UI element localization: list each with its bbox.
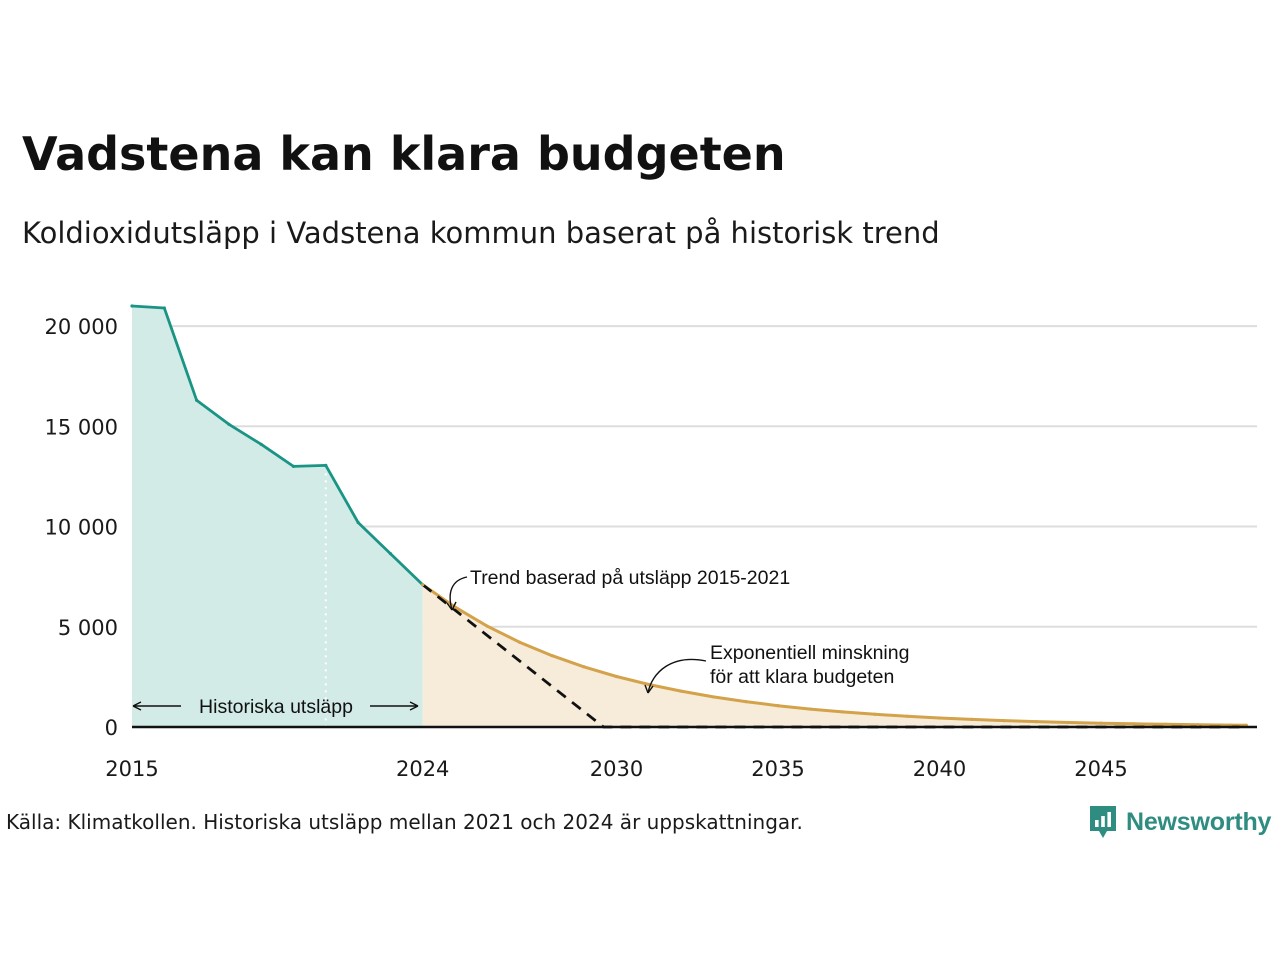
annotation-budget-arrowhead <box>644 684 654 694</box>
budget-point <box>776 704 780 708</box>
annotation-budget-line: för att klara budgeten <box>710 666 894 688</box>
budget-point <box>905 714 909 718</box>
budget-point <box>744 700 748 704</box>
y-tick-label: 10 000 <box>45 516 118 540</box>
budget-point <box>1002 718 1006 723</box>
annotation-budget: Exponentiell minskning för att klara budg… <box>710 642 909 688</box>
x-tick-label: 2045 <box>1074 757 1127 781</box>
budget-point <box>679 689 683 693</box>
brand-logo: Newsworthy <box>1088 803 1271 841</box>
y-tick-label: 0 <box>105 716 118 740</box>
x-tick-label: 2015 <box>105 757 158 781</box>
budget-point <box>1034 719 1038 724</box>
budget-point <box>1067 720 1071 725</box>
emissions-chart: 0 5 000 10 000 15 000 20 000 2015 2024 2030 2035… <box>45 304 1257 781</box>
annotation-arrow-left <box>132 701 181 711</box>
historical-point <box>291 464 296 468</box>
budget-point <box>550 654 554 658</box>
budget-point <box>421 583 425 587</box>
budget-point <box>970 717 974 721</box>
annotation-arrow-right <box>370 701 419 711</box>
y-tick-label: 15 000 <box>45 415 118 439</box>
budget-point <box>1196 723 1200 727</box>
historical-point <box>356 520 360 525</box>
axes: 0 5 000 10 000 15 000 20 000 2015 2024 2030 2035… <box>45 315 1257 781</box>
annotation-trend-arrow <box>449 576 468 611</box>
annotation-budget-arrow <box>647 658 707 694</box>
source-note: Källa: Klimatkollen. Historiska utsläpp … <box>6 810 803 834</box>
budget-point <box>614 674 619 679</box>
budget-point <box>518 640 522 644</box>
annotation-trend: Trend baserad på utsläpp 2015-2021 <box>470 567 790 589</box>
x-tick-label: 2040 <box>913 757 966 781</box>
budget-point <box>1099 721 1103 725</box>
budget-point <box>1164 722 1168 726</box>
budget-point <box>808 707 812 711</box>
y-tick-label: 5 000 <box>58 616 118 640</box>
newsworthy-logo-icon <box>1090 806 1116 838</box>
budget-point <box>841 710 845 714</box>
historical-point <box>227 422 231 426</box>
chart-title: Vadstena kan klara budgeten <box>22 127 786 181</box>
budget-point <box>873 712 877 716</box>
annotation-budget-line: Exponentiell minskning <box>710 642 909 664</box>
historical-point <box>324 463 328 467</box>
historical-point <box>162 306 166 310</box>
annotation-historical: Historiska utsläpp <box>199 696 353 718</box>
historical-point <box>130 304 134 308</box>
area-fills <box>132 306 1247 727</box>
historical-point <box>195 398 199 402</box>
annotations: Historiska utsläpp Trend baserad på utslä… <box>132 567 909 718</box>
budget-area <box>422 584 1247 727</box>
x-tick-label: 2024 <box>396 757 449 781</box>
budget-point <box>1131 722 1135 726</box>
budget-point <box>485 624 489 628</box>
x-tick-label: 2035 <box>751 757 804 781</box>
y-tick-label: 20 000 <box>45 315 118 339</box>
chart-subtitle: Koldioxidutsläpp i Vadstena kommun baser… <box>22 216 940 250</box>
annotation-trend-arrowhead <box>446 601 457 611</box>
historical-area <box>132 306 423 727</box>
budget-point <box>582 665 586 669</box>
budget-point <box>711 695 716 699</box>
x-tick-label: 2030 <box>590 757 643 781</box>
historical-point <box>388 551 392 556</box>
brand-name: Newsworthy <box>1126 807 1272 836</box>
historical-line <box>131 304 424 586</box>
historical-point <box>259 442 263 446</box>
budget-point <box>937 716 942 720</box>
